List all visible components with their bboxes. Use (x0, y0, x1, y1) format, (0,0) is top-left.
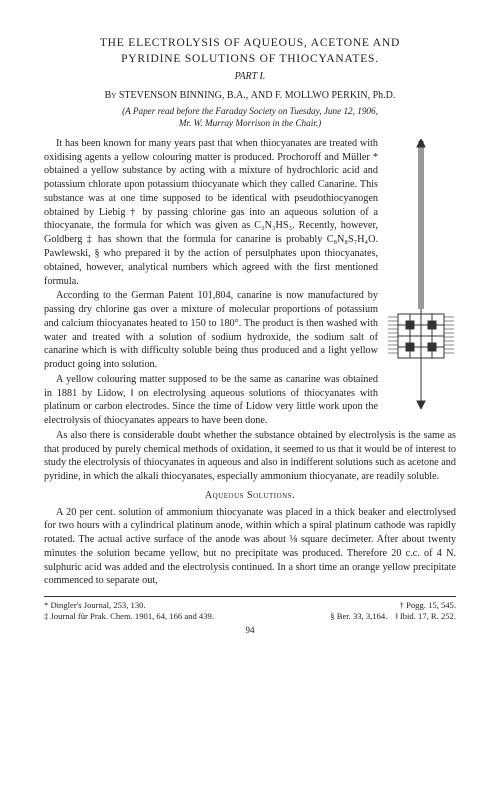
footnote-3: ‡ Journal für Prak. Chem. 1901, 64, 166 … (44, 611, 330, 622)
footnote-2: † Pogg. 15, 545. (400, 600, 456, 611)
part-number: PART I. (44, 70, 456, 84)
footnote-1: * Dingler's Journal, 253, 130. (44, 600, 400, 611)
and-label: AND (251, 90, 273, 101)
authors: By STEVENSON BINNING, B.A., AND F. MOLLW… (44, 89, 456, 103)
by-label: By (105, 90, 117, 101)
title-line2: PYRIDINE SOLUTIONS OF THIOCYANATES. (121, 53, 379, 65)
title-line1: THE ELECTROLYSIS OF AQUEOUS, ACETONE AND (100, 37, 400, 49)
electrode-apparatus-icon (386, 139, 456, 409)
venue-line1: (A Paper read before the Faraday Society… (122, 106, 378, 116)
page-number: 94 (44, 624, 456, 636)
paragraph-4: As also there is considerable doubt whet… (44, 429, 456, 484)
figure-electrode-apparatus (386, 139, 456, 409)
venue-line2: Mr. W. Murray Morrison in the Chair.) (179, 118, 321, 128)
author-1: STEVENSON BINNING, B.A., (119, 90, 248, 101)
section-heading-aqueous: Aqueous Solutions. (44, 489, 456, 503)
paragraph-5: A 20 per cent. solution of ammonium thio… (44, 506, 456, 589)
author-2: F. MOLLWO PERKIN, Ph.D. (275, 90, 395, 101)
footnote-4: § Ber. 33, 3,164. (330, 611, 387, 622)
body: It has been known for many years past th… (44, 137, 456, 588)
footnotes: * Dingler's Journal, 253, 130. † Pogg. 1… (44, 596, 456, 621)
footnote-5: ‖ Ibid. 17, R. 252. (395, 611, 456, 622)
